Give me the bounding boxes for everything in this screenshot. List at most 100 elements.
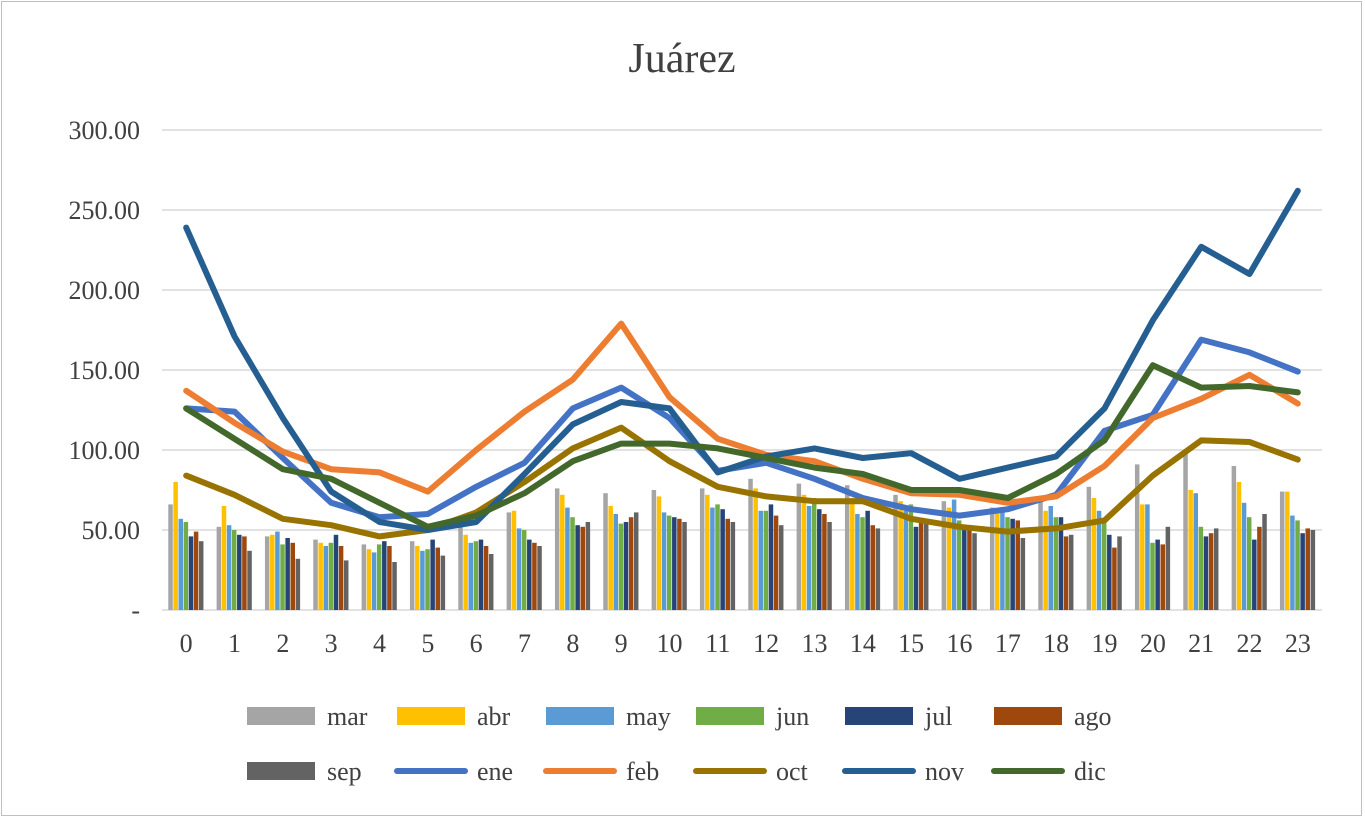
bar-ago <box>918 518 924 610</box>
x-tick-label: 11 <box>705 629 730 658</box>
bar-ago <box>773 515 779 610</box>
bar-abr <box>995 512 1000 610</box>
legend-item-dic: dic <box>991 757 1106 786</box>
bar-sep <box>1213 528 1219 610</box>
bar-jun <box>763 510 769 610</box>
bar-ago <box>870 525 876 610</box>
bar-mar <box>1183 453 1188 610</box>
legend-item-may: may <box>546 702 671 731</box>
bar-sep <box>1262 514 1267 610</box>
bar-may <box>1000 512 1005 610</box>
bar-mar <box>941 501 947 610</box>
bar-sep <box>392 562 397 610</box>
line-dic <box>183 362 1301 530</box>
bar-abr <box>1285 491 1290 610</box>
bar-jun <box>715 504 720 610</box>
bar-sep <box>633 512 639 610</box>
legend-swatch <box>696 707 764 725</box>
bar-jul <box>623 522 629 610</box>
legend-item-feb: feb <box>543 757 659 786</box>
legend-label: ago <box>1074 702 1112 731</box>
line-feb <box>183 320 1301 506</box>
bar-abr <box>1140 504 1145 610</box>
bar-jul <box>1010 518 1015 610</box>
bar-sep <box>537 546 542 610</box>
bar-mar <box>893 494 898 610</box>
bar-may <box>855 514 860 610</box>
bar-may <box>516 528 522 610</box>
bar-mar <box>361 544 367 610</box>
bar-jun <box>376 544 382 610</box>
bar-mar <box>409 541 415 610</box>
bar-sep <box>730 522 736 610</box>
bar-abr <box>608 506 613 610</box>
x-tick-label: 0 <box>180 629 193 658</box>
bar-abr <box>318 542 323 610</box>
legend-label: jul <box>924 702 952 731</box>
bar-abr <box>656 496 662 610</box>
legend-item-jun: jun <box>696 702 809 731</box>
bar-jul <box>865 510 870 610</box>
y-tick-label: 250.00 <box>69 196 141 225</box>
bar-jul <box>672 517 677 610</box>
bar-ago <box>483 546 489 610</box>
legend-label: jun <box>775 702 809 731</box>
bar-ago <box>435 547 441 610</box>
line-nov <box>183 187 1301 533</box>
bar-abr <box>560 494 565 610</box>
bar-mar <box>216 526 222 610</box>
bar-abr <box>415 546 420 610</box>
bar-mar <box>458 526 463 610</box>
bar-sep <box>247 550 252 610</box>
bar-jul <box>962 525 967 610</box>
bar-abr <box>850 498 855 610</box>
bar-jul <box>430 539 435 610</box>
bar-ago <box>1160 544 1166 610</box>
x-tick-label: 16 <box>947 629 973 658</box>
bar-ago <box>1015 520 1021 610</box>
line-oct <box>183 424 1301 540</box>
bar-jul <box>188 536 194 610</box>
bar-may <box>275 531 280 610</box>
legend-label: abr <box>477 702 511 731</box>
bar-jun <box>1150 542 1155 610</box>
x-tick-label: 7 <box>518 629 531 658</box>
bar-may <box>323 546 329 610</box>
bar-jun <box>1005 517 1010 610</box>
legend-item-sep: sep <box>247 757 362 786</box>
x-tick-label: 1 <box>228 629 241 658</box>
legend-swatch <box>247 707 315 725</box>
x-tick-label: 17 <box>995 629 1021 658</box>
x-tick-label: 6 <box>470 629 483 658</box>
bar-sep <box>1068 534 1074 610</box>
bar-jul <box>1252 539 1257 610</box>
legend-swatch <box>845 707 913 725</box>
x-tick-label: 12 <box>753 629 779 658</box>
bar-may <box>758 510 764 610</box>
bar-mar <box>168 504 173 610</box>
chart-title: Juárez <box>628 36 735 82</box>
bar-abr <box>366 549 372 610</box>
bar-mar <box>313 539 318 610</box>
bar-mar <box>506 512 512 610</box>
bar-abr <box>1091 498 1097 610</box>
bar-may <box>1241 502 1247 610</box>
bar-jul <box>768 504 774 610</box>
bar-jul <box>1058 517 1064 610</box>
bar-mar <box>1231 466 1237 610</box>
bar-mar <box>796 483 802 610</box>
bar-sep <box>972 533 977 610</box>
legend-item-mar: mar <box>247 702 368 731</box>
legend-label: sep <box>327 757 362 786</box>
legend-item-abr: abr <box>397 702 511 731</box>
y-tick-label: - <box>131 596 140 625</box>
bar-mar <box>651 490 657 610</box>
x-tick-label: 4 <box>373 629 386 658</box>
bar-abr <box>270 534 275 610</box>
bar-jul <box>285 538 290 610</box>
bar-may <box>1193 493 1199 610</box>
y-tick-label: 200.00 <box>69 276 141 305</box>
bar-sep <box>923 523 929 610</box>
x-tick-label: 10 <box>657 629 683 658</box>
x-tick-label: 21 <box>1188 629 1214 658</box>
